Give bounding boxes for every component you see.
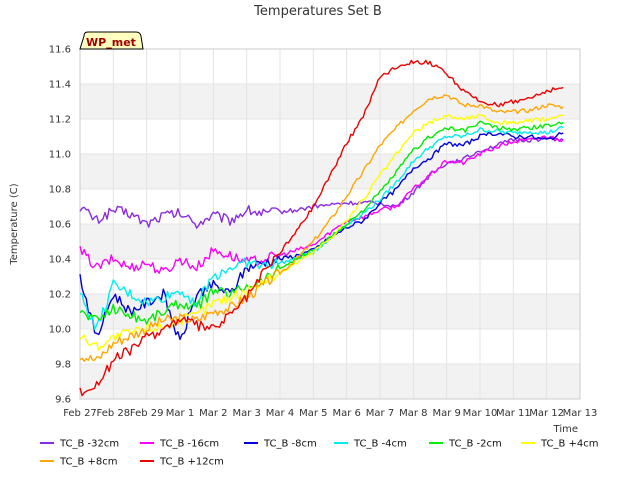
legend-label: TC_B +4cm bbox=[540, 439, 599, 450]
y-tick-label: 11.4 bbox=[49, 80, 71, 91]
plot-band bbox=[80, 329, 580, 364]
x-tick-label: Mar 1 bbox=[166, 408, 194, 419]
x-tick-label: Mar 3 bbox=[232, 408, 260, 419]
chart-title: Temperatures Set B bbox=[253, 4, 382, 19]
station-badge: WP_met bbox=[79, 31, 144, 50]
plot-band bbox=[80, 364, 580, 399]
y-axis-label: Temperature (C) bbox=[9, 183, 20, 265]
x-tick-label: Mar 11 bbox=[496, 408, 531, 419]
plot-band bbox=[80, 154, 580, 189]
series-line-8 bbox=[79, 59, 564, 397]
legend: TC_B -32cm TC_B -16cm TC_B -8cm TC_B -4cm TC… bbox=[40, 439, 599, 468]
x-tick-label: Feb 28 bbox=[97, 408, 131, 419]
x-tick-label: Feb 29 bbox=[130, 408, 164, 419]
y-tick-label: 11.6 bbox=[49, 45, 71, 56]
y-tick-label: 9.6 bbox=[55, 395, 71, 406]
legend-label: TC_B -8cm bbox=[263, 439, 317, 450]
plot-band bbox=[80, 259, 580, 294]
y-axis-ticks: 9.6 9.8 10.0 10.2 10.4 10.6 10.8 11.0 11.2 11.4 11… bbox=[49, 45, 71, 406]
plot-band bbox=[80, 49, 580, 84]
y-tick-label: 10.6 bbox=[49, 220, 71, 231]
legend-label: TC_B -16cm bbox=[159, 439, 219, 450]
legend-label: TC_B +12cm bbox=[159, 457, 224, 468]
legend-label: TC_B -32cm bbox=[59, 439, 119, 450]
plot-frame bbox=[79, 48, 581, 400]
legend-label: TC_B +8cm bbox=[59, 457, 118, 468]
plot-band bbox=[80, 84, 580, 119]
x-axis-label: Time bbox=[553, 424, 578, 435]
x-tick-label: Mar 12 bbox=[529, 408, 564, 419]
x-tick-label: Mar 13 bbox=[563, 408, 598, 419]
y-tick-label: 9.8 bbox=[55, 360, 71, 371]
x-tick-label: Mar 10 bbox=[463, 408, 498, 419]
y-tick-label: 11.0 bbox=[49, 150, 71, 161]
plot-band bbox=[80, 224, 580, 259]
x-tick-label: Mar 4 bbox=[266, 408, 294, 419]
y-tick-label: 11.2 bbox=[49, 115, 71, 126]
series-line-5 bbox=[79, 120, 564, 325]
y-tick-label: 10.8 bbox=[49, 185, 71, 196]
plot-background-bands bbox=[80, 49, 580, 399]
x-tick-label: Mar 8 bbox=[399, 408, 427, 419]
series-line-6 bbox=[79, 113, 564, 351]
series-line-2 bbox=[79, 135, 564, 274]
y-tick-label: 10.2 bbox=[49, 290, 71, 301]
legend-label: TC_B -2cm bbox=[448, 439, 502, 450]
series-lines bbox=[79, 59, 564, 397]
x-axis-ticks: Feb 27 Feb 28 Feb 29 Mar 1 Mar 2 Mar 3 Mar 4 Ma… bbox=[63, 408, 597, 419]
series-line-4 bbox=[79, 125, 564, 330]
legend-label: TC_B -4cm bbox=[353, 439, 407, 450]
y-tick-label: 10.4 bbox=[49, 255, 71, 266]
x-tick-label: Mar 9 bbox=[432, 408, 460, 419]
x-tick-label: Feb 27 bbox=[63, 408, 97, 419]
x-tick-label: Mar 5 bbox=[299, 408, 327, 419]
plot-band bbox=[80, 119, 580, 154]
plot-band bbox=[80, 294, 580, 329]
x-tick-label: Mar 2 bbox=[199, 408, 227, 419]
series-line-7 bbox=[79, 94, 564, 362]
x-tick-label: Mar 7 bbox=[366, 408, 394, 419]
x-tick-label: Mar 6 bbox=[332, 408, 360, 419]
y-tick-label: 10.0 bbox=[49, 325, 71, 336]
station-badge-label: WP_met bbox=[86, 36, 136, 49]
